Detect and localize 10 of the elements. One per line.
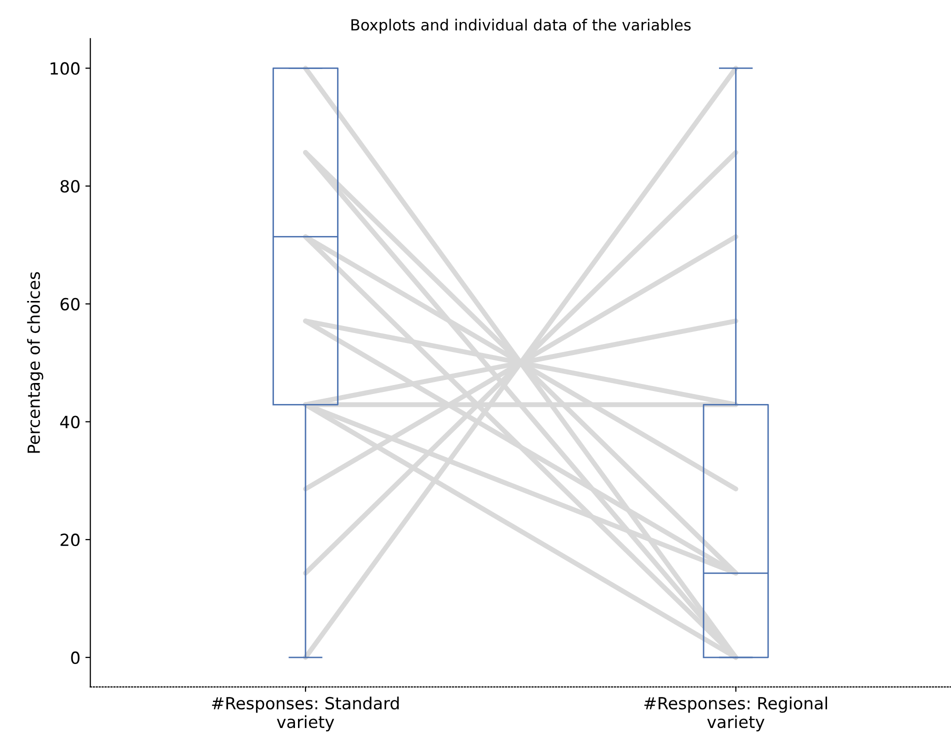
- x-tick-label: #Responses: Standard variety: [212, 696, 399, 732]
- y-tick-label: 20: [60, 534, 80, 546]
- y-tick-label: 80: [60, 180, 80, 193]
- x-tick-label: #Responses: Regional variety: [644, 696, 828, 732]
- y-tick-label: 40: [60, 416, 80, 428]
- y-tick-label: 100: [50, 62, 80, 75]
- y-tick-label: 0: [71, 651, 80, 664]
- y-tick-label: 60: [60, 298, 80, 310]
- chart-title: Boxplots and individual data of the variables: [351, 18, 691, 34]
- y-axis-title: Percentage of choices: [27, 272, 44, 453]
